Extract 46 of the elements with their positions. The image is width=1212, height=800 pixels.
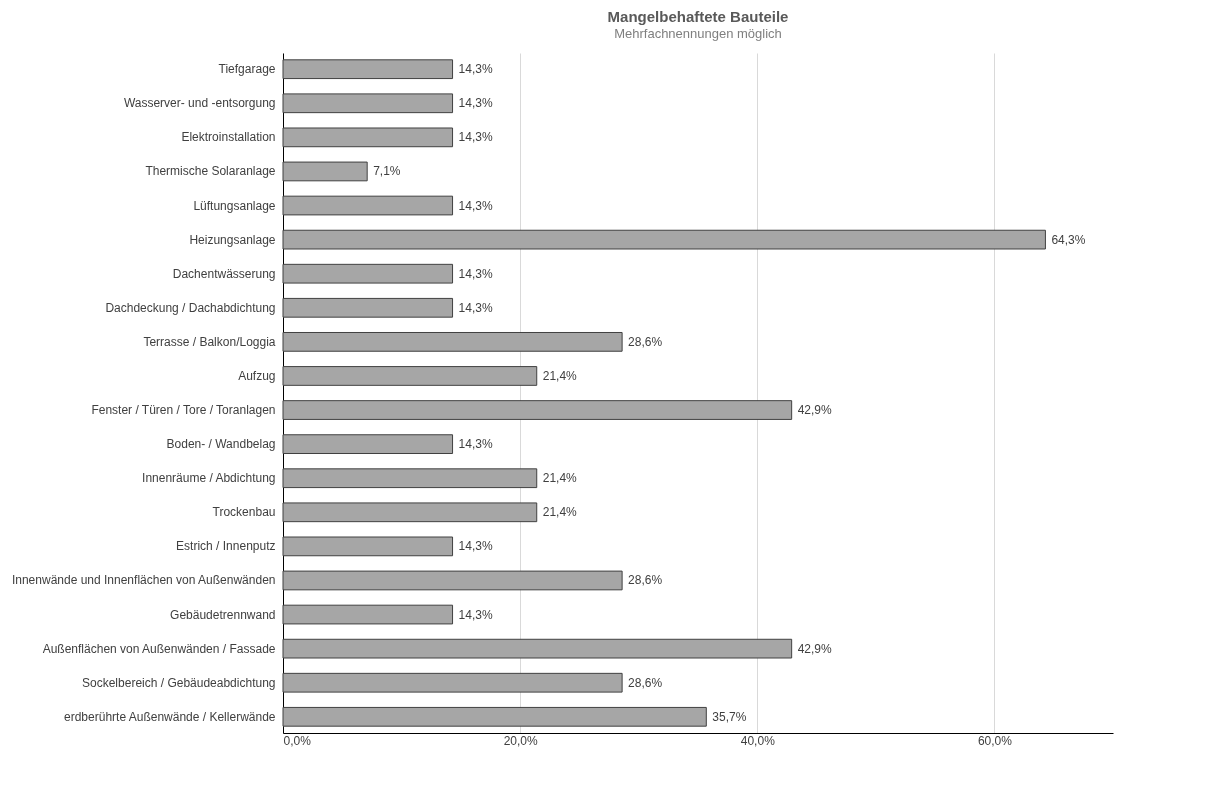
data-label: 42,9% (797, 403, 833, 418)
x-tick-label: 20,0% (503, 733, 538, 748)
y-tick-label: Aufzug (238, 368, 276, 383)
data-label: 7,1% (373, 164, 401, 179)
data-label: 21,4% (542, 368, 578, 383)
y-tick-label: Sockelbereich / Gebäudeabdichtung (82, 675, 276, 690)
data-label: 14,3% (458, 198, 493, 213)
x-tick-label: 40,0% (740, 733, 776, 748)
y-tick-label: Heizungsanlage (189, 232, 276, 247)
data-label: 21,4% (542, 505, 578, 520)
y-tick-label: Innenwände und Innenflächen von Außenwänden (11, 573, 276, 588)
chart-title: Mangelbehaftete Bauteile (607, 8, 789, 25)
data-label: 42,9% (797, 641, 833, 656)
y-tick-label: Dachentwässerung (172, 266, 276, 281)
data-label: 28,6% (628, 573, 663, 588)
data-label: 21,4% (542, 471, 578, 486)
y-tick-label: Innenräume / Abdichtung (142, 471, 276, 486)
data-label: 14,3% (458, 266, 493, 281)
y-tick-label: Wasserver- und -entsorgung (123, 96, 276, 111)
x-tick-label: 0,0% (283, 733, 312, 748)
y-tick-label: Dachdeckung / Dachabdichtung (105, 300, 276, 315)
data-label: 28,6% (628, 675, 663, 690)
y-tick-label: Elektroinstallation (181, 130, 276, 145)
y-tick-label: Thermische Solaranlage (145, 164, 276, 179)
data-label: 14,3% (458, 607, 493, 622)
chart-subtitle: Mehrfachnennungen möglich (614, 26, 782, 41)
y-tick-label: Tiefgarage (218, 62, 276, 77)
data-label: 14,3% (458, 130, 493, 145)
data-label: 64,3% (1051, 232, 1086, 247)
x-tick-label: 60,0% (977, 733, 1013, 748)
y-tick-label: Estrich / Innenputz (176, 539, 276, 554)
data-label: 14,3% (458, 437, 493, 452)
y-tick-label: Außenflächen von Außenwänden / Fassade (42, 641, 276, 656)
data-label: 35,7% (712, 709, 747, 724)
data-label: 14,3% (458, 96, 493, 111)
data-label: 14,3% (458, 539, 493, 554)
data-label: 14,3% (458, 62, 493, 77)
data-label: 28,6% (628, 334, 663, 349)
y-tick-label: erdberührte Außenwände / Kellerwände (64, 709, 276, 724)
y-tick-label: Trockenbau (212, 505, 276, 520)
y-tick-label: Fenster / Türen / Tore / Toranlagen (91, 403, 276, 418)
y-tick-label: Gebäudetrennwand (170, 607, 276, 622)
data-label: 14,3% (458, 300, 493, 315)
y-tick-label: Boden- / Wandbelag (166, 437, 276, 452)
y-tick-label: Terrasse / Balkon/Loggia (143, 334, 276, 349)
y-tick-label: Lüftungsanlage (193, 198, 276, 213)
